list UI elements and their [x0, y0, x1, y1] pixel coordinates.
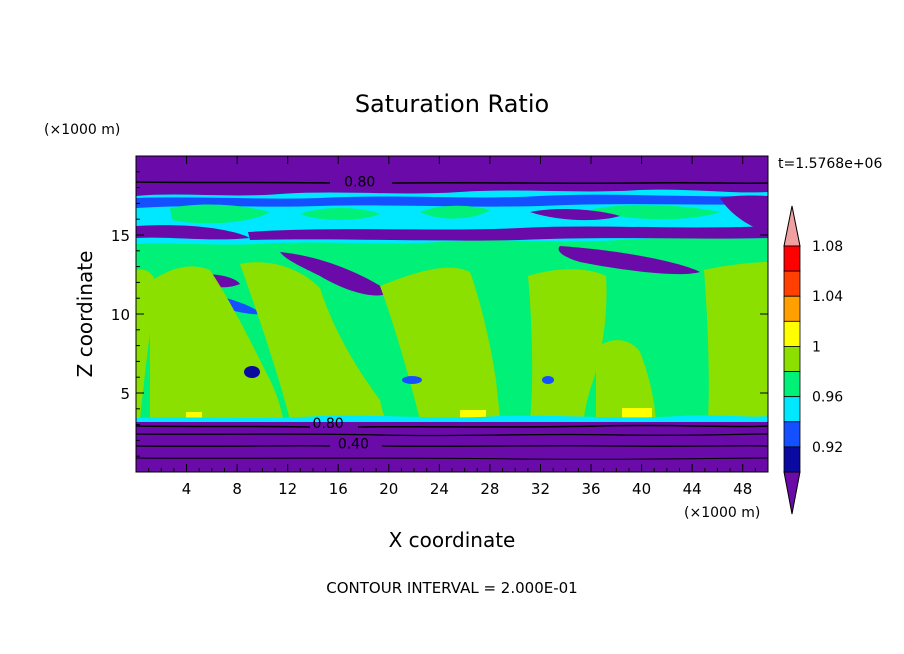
x-axis-ticks: 4 8 12 16 20 24 28 32 36 40 44 48: [148, 156, 756, 498]
y-axis-label: Z coordinate: [73, 251, 97, 378]
x-unit-label: (×1000 m): [684, 505, 760, 521]
x-tick-label: 12: [278, 480, 297, 498]
upper-green-lens-3: [420, 205, 490, 219]
time-label: t=1.5768e+06: [778, 156, 882, 172]
x-axis-label: X coordinate: [389, 528, 516, 552]
x-tick-label: 32: [531, 480, 550, 498]
saturation-field: [136, 156, 768, 472]
x-tick-label: 20: [379, 480, 398, 498]
contour-line-bottom-040: [136, 445, 768, 447]
small-blue-blob-1: [244, 366, 260, 378]
chart-title: Saturation Ratio: [355, 90, 549, 118]
bottom-dry-band: [136, 422, 768, 472]
green-plume-7: [136, 269, 156, 420]
green-plume-1: [150, 266, 284, 420]
contour-labels: 0.80 0.80 0.40: [313, 174, 376, 452]
colorbar-segment: [783, 270, 801, 297]
y-axis-ticks: 5 10 15: [111, 171, 768, 457]
colorbar-segment: [783, 446, 801, 473]
contour-line-bottom-080: [136, 424, 768, 428]
contour-line-top-080: [136, 181, 768, 185]
yellow-patch-2: [460, 410, 486, 418]
upper-blue-streak: [136, 194, 768, 208]
contour-label: 0.80: [313, 416, 344, 432]
mid-purple-streak-2: [558, 246, 700, 275]
colorbar-segment: [783, 245, 801, 272]
contour-label: 0.80: [344, 174, 375, 190]
y-tick-label: 10: [111, 306, 130, 324]
colorbar-label: 0.92: [812, 440, 843, 456]
upper-purple-streak-2: [248, 226, 768, 241]
x-tick-label: 48: [733, 480, 752, 498]
colorbar-segment: [783, 421, 801, 448]
green-plume-3: [380, 267, 500, 420]
colorbar-segment: [783, 371, 801, 398]
colorbar-bottom-triangle: [783, 471, 801, 515]
contour-line-bottom-060: [136, 433, 768, 437]
x-tick-label: 36: [581, 480, 600, 498]
x-tick-label: 4: [182, 480, 192, 498]
upper-green-lens-1: [170, 204, 270, 224]
colorbar-label: 1: [812, 339, 821, 355]
y-tick-label: 15: [111, 227, 130, 245]
mid-purple-streak-1: [280, 252, 390, 296]
green-plume-6: [704, 262, 768, 420]
y-unit-label: (×1000 m): [44, 122, 120, 138]
x-tick-label: 8: [232, 480, 242, 498]
upper-purple-streak-4: [720, 195, 768, 232]
colorbar-label: 1.04: [812, 289, 843, 305]
small-blue-blob-3: [542, 376, 554, 384]
colorbar-top-triangle: [783, 205, 801, 247]
colorbar-segment: [783, 346, 801, 372]
x-tick-label: 24: [430, 480, 449, 498]
upper-purple-streak-1: [136, 225, 250, 240]
x-tick-label: 44: [683, 480, 702, 498]
colorbar-segment: [783, 295, 801, 322]
contour-label: 0.40: [338, 437, 369, 453]
colorbar-segment: [783, 320, 801, 347]
green-plume-2: [240, 262, 386, 420]
lower-cyan-strip: [136, 415, 768, 424]
colorbar-label: 0.96: [812, 390, 843, 406]
upper-purple-streak-3: [530, 209, 620, 221]
x-tick-label: 40: [632, 480, 651, 498]
green-plume-5: [596, 340, 656, 420]
colorbar-segment: [783, 396, 801, 423]
x-tick-label: 16: [329, 480, 348, 498]
contour-line-bottom-020: [136, 457, 768, 460]
x-tick-label: 28: [480, 480, 499, 498]
small-blue-blob-2: [402, 376, 422, 384]
upper-green-lens-2: [300, 208, 380, 220]
contour-interval-footer: CONTOUR INTERVAL = 2.000E-01: [326, 579, 577, 597]
colorbar: 0.92 0.96 1 1.04 1.08: [783, 205, 843, 515]
colorbar-label: 1.08: [812, 239, 843, 255]
yellow-patch-1: [186, 412, 202, 418]
y-tick-label: 5: [120, 385, 130, 403]
upper-green-lens-4: [590, 204, 720, 220]
yellow-patch-3: [622, 408, 652, 418]
